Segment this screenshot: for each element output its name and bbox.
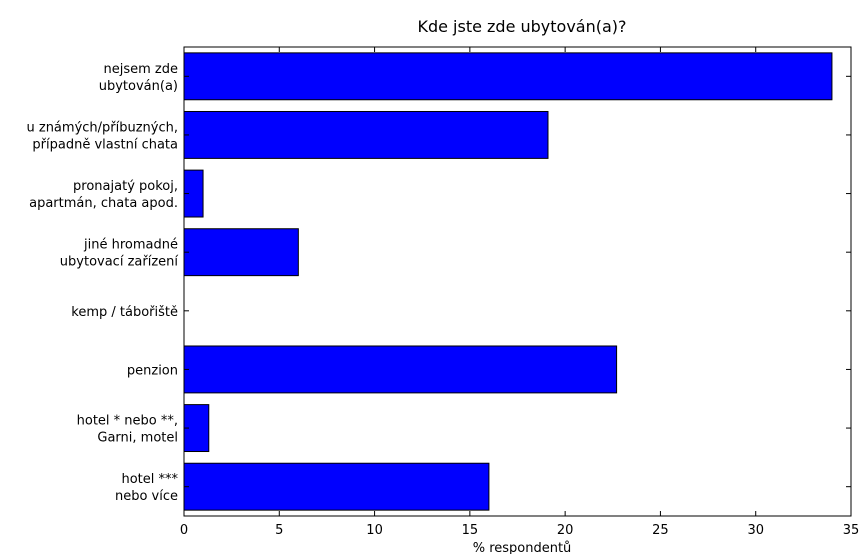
bar bbox=[183, 110, 549, 159]
bar bbox=[183, 462, 490, 511]
bar bbox=[183, 52, 833, 101]
category-label: kemp / tábořiště bbox=[71, 305, 178, 320]
chart-title: Kde jste zde ubytován(a)? bbox=[417, 17, 626, 36]
x-tick-label: 25 bbox=[652, 523, 669, 538]
bar bbox=[183, 345, 618, 394]
category-label: případně vlastní chata bbox=[32, 137, 178, 152]
category-label: pronajatý pokoj, bbox=[73, 179, 178, 194]
category-label: Garni, motel bbox=[97, 431, 178, 446]
x-tick-label: 10 bbox=[366, 523, 383, 538]
x-axis-label: % respondentů bbox=[473, 541, 572, 554]
category-label: u známých/příbuzných, bbox=[27, 120, 179, 135]
category-label: ubytovací zařízení bbox=[60, 255, 179, 270]
category-label: apartmán, chata apod. bbox=[29, 196, 178, 211]
category-label: jiné hromadné bbox=[83, 238, 178, 253]
x-tick-label: 5 bbox=[275, 523, 283, 538]
x-tick-label: 15 bbox=[462, 523, 479, 538]
x-axis-ticks: 0 5 10 15 20 25 30 35 bbox=[180, 47, 859, 538]
x-tick-label: 0 bbox=[180, 523, 188, 538]
category-label: hotel * nebo **, bbox=[77, 414, 178, 429]
x-tick-label: 20 bbox=[557, 523, 574, 538]
category-label: nebo více bbox=[115, 489, 178, 504]
category-label: nejsem zde bbox=[104, 62, 179, 77]
x-tick-label: 35 bbox=[843, 523, 860, 538]
category-label: ubytován(a) bbox=[99, 79, 178, 94]
bars-group bbox=[183, 52, 833, 511]
x-tick-label: 30 bbox=[747, 523, 764, 538]
bar bbox=[183, 228, 299, 277]
category-labels: nejsem zde ubytován(a) u známých/příbuznýc… bbox=[27, 62, 179, 504]
category-label: hotel *** bbox=[121, 472, 178, 487]
category-label: penzion bbox=[127, 363, 178, 378]
